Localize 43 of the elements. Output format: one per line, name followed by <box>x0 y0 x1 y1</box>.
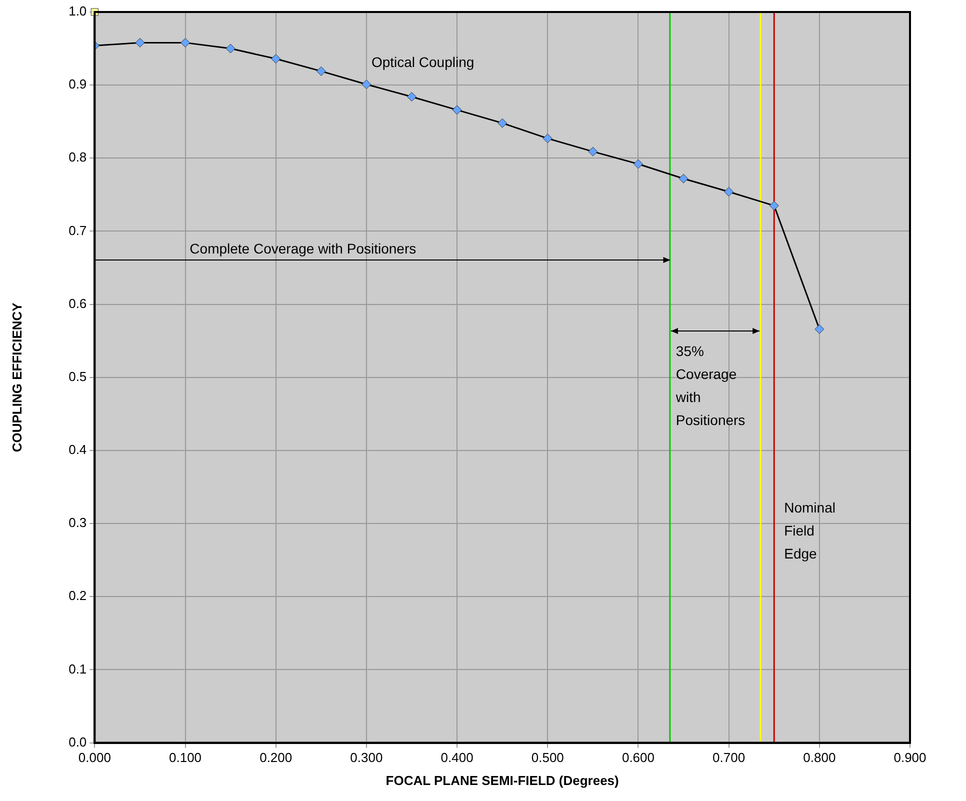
x-axis-title: FOCAL PLANE SEMI-FIELD (Degrees) <box>386 772 619 788</box>
point <box>452 105 462 115</box>
y-tick-label: 0.6 <box>68 296 87 311</box>
series-label: Optical Coupling <box>371 54 474 70</box>
y-tick-label: 0.8 <box>68 150 87 165</box>
point <box>316 66 326 76</box>
point <box>135 38 145 48</box>
x-tick-label: 0.800 <box>803 750 836 766</box>
point <box>769 200 779 210</box>
point <box>406 92 416 102</box>
annotation: 35% Coverage with Positioners <box>674 343 746 428</box>
x-tick-label: 0.200 <box>260 750 292 766</box>
point <box>226 44 236 54</box>
point <box>542 134 552 144</box>
point <box>588 146 598 156</box>
point <box>633 159 643 169</box>
point <box>814 324 824 334</box>
point <box>362 80 372 90</box>
point <box>678 174 688 184</box>
y-tick-label: 0.1 <box>68 661 87 676</box>
y-tick-label: 0.0 <box>68 734 87 750</box>
y-axis-title: COUPLING EFFICIENCY <box>9 302 24 452</box>
y-tick-label: 0.7 <box>68 222 87 238</box>
ref-line-label: Nominal Field Edge <box>784 499 836 562</box>
y-tick-label: 0.5 <box>68 368 87 384</box>
y-tick-label: 0.3 <box>68 515 87 530</box>
annotation: Complete Coverage with Positioners <box>190 240 416 256</box>
x-tick-label: 0.400 <box>440 750 474 766</box>
x-tick-label: 0.500 <box>531 750 564 766</box>
x-tick-label: 0.000 <box>78 750 111 766</box>
y-tick-label: 1.0 <box>68 4 87 19</box>
point <box>180 38 190 48</box>
point <box>271 54 281 64</box>
x-tick-label: 0.600 <box>622 750 654 766</box>
y-tick-label: 0.2 <box>68 588 87 604</box>
y-tick-label: 0.4 <box>68 442 87 458</box>
x-tick-label: 0.300 <box>350 750 383 766</box>
y-tick-label: 0.9 <box>68 76 87 92</box>
x-tick-label: 0.100 <box>168 750 202 766</box>
x-tick-label: 0.900 <box>894 750 926 766</box>
x-tick-label: 0.700 <box>712 750 746 766</box>
point <box>724 187 734 197</box>
point <box>498 118 508 128</box>
